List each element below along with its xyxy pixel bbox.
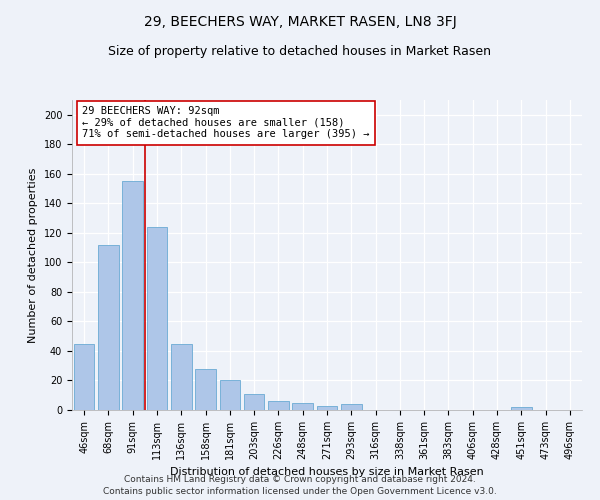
Text: 29 BEECHERS WAY: 92sqm
← 29% of detached houses are smaller (158)
71% of semi-de: 29 BEECHERS WAY: 92sqm ← 29% of detached… [82, 106, 370, 140]
Bar [98, 244, 119, 410]
Bar [292, 402, 313, 410]
Bar [244, 394, 265, 410]
Bar [511, 407, 532, 410]
Bar [171, 344, 191, 410]
Text: Contains public sector information licensed under the Open Government Licence v3: Contains public sector information licen… [103, 488, 497, 496]
Bar [146, 227, 167, 410]
Bar [341, 404, 362, 410]
Bar [74, 344, 94, 410]
Bar [195, 368, 216, 410]
Text: 29, BEECHERS WAY, MARKET RASEN, LN8 3FJ: 29, BEECHERS WAY, MARKET RASEN, LN8 3FJ [143, 15, 457, 29]
Bar [317, 406, 337, 410]
X-axis label: Distribution of detached houses by size in Market Rasen: Distribution of detached houses by size … [170, 468, 484, 477]
Bar [268, 401, 289, 410]
Y-axis label: Number of detached properties: Number of detached properties [28, 168, 38, 342]
Bar [122, 181, 143, 410]
Text: Size of property relative to detached houses in Market Rasen: Size of property relative to detached ho… [109, 45, 491, 58]
Text: Contains HM Land Registry data © Crown copyright and database right 2024.: Contains HM Land Registry data © Crown c… [124, 475, 476, 484]
Bar [220, 380, 240, 410]
